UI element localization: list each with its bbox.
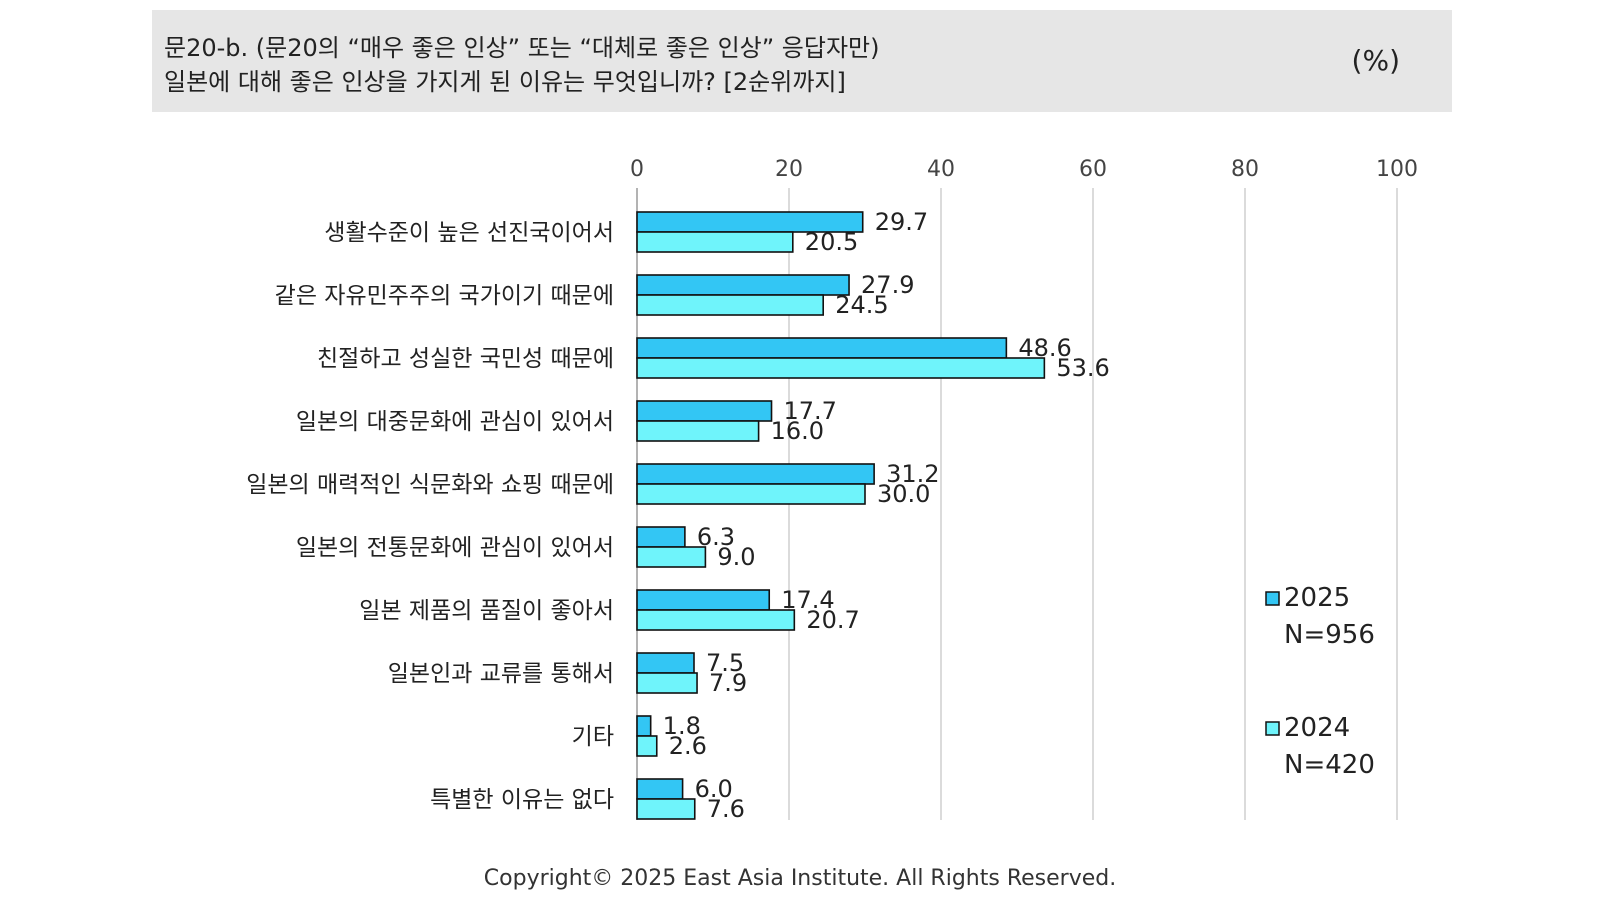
bar-2024 [636,735,658,757]
category-label: 일본 제품의 품질이 좋아서 [359,598,614,624]
data-label-2025: 31.2 [886,460,939,488]
category-label: 일본의 매력적인 식문화와 쇼핑 때문에 [246,472,614,498]
bar-2025 [636,652,695,674]
legend-n-2024: N=420 [1284,750,1375,780]
bar-2025 [636,589,771,611]
bar-2024 [636,483,866,505]
bar-2024 [636,798,696,820]
unit-label: (%) [1351,44,1400,77]
x-tick-label: 40 [927,157,955,182]
category-label: 일본의 대중문화에 관심이 있어서 [296,409,614,435]
data-label-2024: 30.0 [877,480,930,508]
bar-2025 [636,274,850,296]
bar-2025 [636,526,686,548]
data-label-2024: 7.6 [707,795,745,823]
bar-2024 [636,357,1046,379]
legend-swatch-2025 [1265,591,1280,606]
category-label: 일본의 전통문화에 관심이 있어서 [296,535,614,561]
bar-2024 [636,546,707,568]
x-tick-label: 0 [630,157,644,182]
bar-2025 [636,463,875,485]
data-label-2025: 1.8 [663,712,701,740]
data-label-2025: 6.0 [695,775,733,803]
bar-2024 [636,420,760,442]
category-label: 생활수준이 높은 선진국이어서 [324,220,614,246]
data-label-2025: 7.5 [706,649,744,677]
question-subtitle: 일본에 대해 좋은 인상을 가지게 된 이유는 무엇입니까? [2순위까지] [164,68,846,96]
data-label-2024: 53.6 [1056,354,1109,382]
data-label-2025: 17.7 [784,397,837,425]
data-label-2025: 27.9 [861,271,914,299]
data-label-2024: 16.0 [771,417,824,445]
legend-label-2024: 2024 [1284,713,1350,743]
x-tick-label: 80 [1231,157,1259,182]
category-label: 같은 자유민주주의 국가이기 때문에 [275,283,614,309]
legend-swatch-2024 [1265,721,1280,736]
bar-2025 [636,778,684,800]
data-label-2024: 9.0 [717,543,755,571]
data-label-2024: 20.5 [805,228,858,256]
bar-2024 [636,609,796,631]
bar-2025 [636,400,773,422]
data-label-2025: 29.7 [875,208,928,236]
copyright-footer: Copyright© 2025 East Asia Institute. All… [483,866,1117,891]
question-header: 문20-b. (문20의 “매우 좋은 인상” 또는 “대체로 좋은 인상” 응… [152,10,1452,112]
category-label: 특별한 이유는 없다 [430,787,614,813]
category-label: 친절하고 성실한 국민성 때문에 [317,346,614,372]
data-label-2024: 20.7 [806,606,859,634]
legend-n-2025: N=956 [1284,620,1375,650]
x-tick-label: 60 [1079,157,1107,182]
data-label-2024: 24.5 [835,291,888,319]
bar-2025 [636,337,1008,359]
bar-2024 [636,231,794,253]
legend-label-2025: 2025 [1284,583,1350,613]
bar-2024 [636,672,698,694]
bar-2024 [636,294,824,316]
category-label: 일본인과 교류를 통해서 [388,661,614,687]
x-tick-label: 100 [1376,157,1418,182]
category-label: 기타 [572,724,614,750]
x-tick-label: 20 [775,157,803,182]
data-label-2024: 2.6 [669,732,707,760]
data-label-2024: 7.9 [709,669,747,697]
bar-2025 [636,715,652,737]
question-title: 문20-b. (문20의 “매우 좋은 인상” 또는 “대체로 좋은 인상” 응… [164,34,880,62]
